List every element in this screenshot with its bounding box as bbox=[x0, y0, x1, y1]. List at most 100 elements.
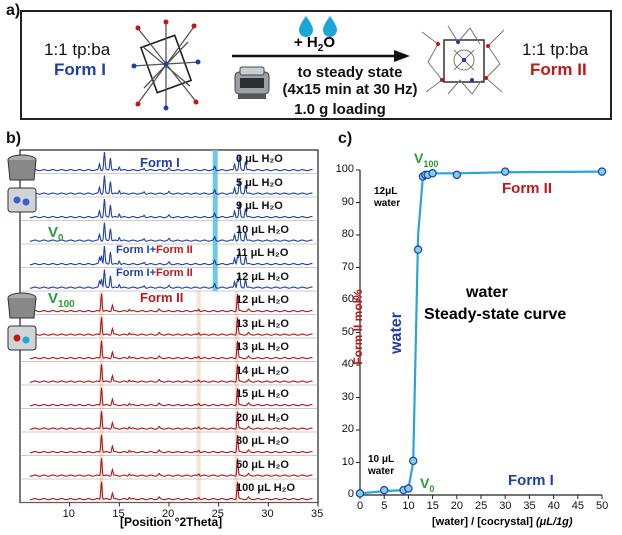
y-tick-label: 60 bbox=[341, 293, 354, 305]
highlight-band bbox=[99, 291, 104, 503]
pxrd-trace bbox=[29, 151, 313, 172]
water-vertical-label: water bbox=[387, 312, 405, 354]
x-tick-label: 35 bbox=[311, 507, 324, 520]
pxrd-trace bbox=[29, 411, 313, 430]
trace-label: 30 μL H₂O bbox=[236, 435, 289, 447]
form-ii-annotation: Form II bbox=[502, 180, 553, 197]
pxrd-trace bbox=[29, 434, 313, 454]
x-tick-label: 5 bbox=[381, 500, 388, 512]
y-tick-label: 10 bbox=[341, 455, 354, 468]
x-tick-label: 15 bbox=[426, 500, 439, 512]
arrow-condition-1: to steady state bbox=[297, 64, 403, 81]
x-tick-label: 35 bbox=[523, 500, 536, 512]
v100-label: V100 bbox=[48, 290, 75, 310]
pxrd-trace bbox=[29, 481, 313, 501]
data-point bbox=[380, 485, 389, 495]
pxrd-trace bbox=[29, 293, 313, 313]
trace-mix-label-11: Form I+Form II bbox=[116, 244, 193, 256]
trace-label: 13 μL H₂O bbox=[236, 317, 289, 330]
pxrd-trace bbox=[29, 317, 313, 336]
trace-label: 12 μL H₂O bbox=[236, 270, 289, 283]
left-ratio: 1:1 tp:ba bbox=[44, 40, 111, 59]
note-10ul: 10 μL water bbox=[368, 454, 395, 477]
pxrd-trace bbox=[29, 198, 313, 219]
y-tick-label: 80 bbox=[341, 228, 354, 240]
pxrd-trace bbox=[29, 364, 313, 383]
x-tick-label: 10 bbox=[62, 507, 75, 520]
data-point bbox=[597, 167, 607, 176]
steady-state-chart bbox=[355, 167, 607, 499]
right-ratio: 1:1 tp:ba bbox=[522, 40, 589, 59]
y-tick-label: 50 bbox=[341, 325, 354, 338]
jar-open-icon-bottom bbox=[7, 292, 37, 351]
loading-label: 1.0 g loading bbox=[294, 101, 386, 118]
form-i-crystal-image bbox=[131, 19, 201, 111]
x-tick-label: 0 bbox=[357, 500, 364, 512]
left-form-label: Form I bbox=[54, 60, 106, 79]
right-form-label: Form II bbox=[530, 60, 587, 79]
trace-label: 11 μL H₂O bbox=[236, 247, 289, 259]
pxrd-trace bbox=[29, 458, 313, 477]
trace-label: 14 μL H₂O bbox=[236, 364, 289, 377]
trace-form-ii-label: Form II bbox=[140, 290, 184, 305]
y-tick-label: 70 bbox=[341, 260, 354, 273]
arrow-top-label: + H2O bbox=[294, 34, 335, 54]
trace-label: 12 μL H₂O bbox=[236, 294, 289, 306]
y-tick-label: 90 bbox=[341, 195, 354, 208]
data-point bbox=[413, 245, 423, 254]
y-tick-label: 100 bbox=[335, 163, 354, 175]
x-tick-label: 20 bbox=[162, 507, 175, 520]
data-point bbox=[500, 167, 510, 176]
x-tick-label: 30 bbox=[499, 500, 512, 512]
trace-label: 50 μL H₂O bbox=[236, 458, 289, 471]
panel-a-label: a) bbox=[6, 2, 21, 19]
trace-label: 9 μL H₂O bbox=[236, 200, 283, 212]
trace-label: 5 μL H₂O bbox=[236, 176, 283, 189]
x-tick-label: 20 bbox=[450, 500, 464, 512]
pxrd-xlabel: [Position °2Theta] bbox=[120, 515, 223, 529]
note-12ul: 12μL water bbox=[374, 186, 401, 209]
trace-label: 100 μL H₂O bbox=[236, 482, 296, 494]
x-tick-label: 30 bbox=[261, 507, 274, 520]
trace-label: 0 μL H₂O bbox=[236, 153, 283, 165]
panel-c-label: c) bbox=[338, 130, 353, 147]
data-point bbox=[452, 170, 462, 180]
x-tick-label: 45 bbox=[571, 500, 585, 512]
form-ii-crystal-image bbox=[421, 25, 505, 95]
data-point bbox=[428, 169, 437, 178]
chart-title-line1: water bbox=[466, 284, 508, 301]
ball-mill-icon bbox=[234, 66, 270, 99]
pxrd-trace bbox=[29, 245, 313, 266]
x-tick-label: 15 bbox=[112, 507, 125, 520]
v0-annotation: V0 bbox=[420, 475, 435, 494]
pxrd-trace bbox=[29, 175, 313, 195]
trace-form-i-label: Form I bbox=[140, 155, 180, 170]
water-drops-icon bbox=[299, 16, 337, 37]
data-point bbox=[355, 489, 365, 498]
chart-xlabel: [water] / [cocrystal] (μL/1g) bbox=[432, 516, 573, 528]
trace-mix-label-12: Form I+Form II bbox=[116, 267, 193, 279]
pxrd-trace bbox=[29, 340, 313, 360]
x-tick-label: 10 bbox=[402, 500, 415, 512]
arrow-condition-2: (4x15 min at 30 Hz) bbox=[282, 81, 418, 98]
data-point bbox=[409, 456, 418, 466]
y-tick-label: 20 bbox=[341, 423, 354, 435]
form-i-annotation: Form I bbox=[508, 472, 554, 489]
trace-label: 15 μL H₂O bbox=[236, 388, 289, 400]
y-tick-label: 40 bbox=[341, 358, 354, 370]
pxrd-trace bbox=[29, 387, 313, 407]
pxrd-trace bbox=[29, 269, 313, 289]
panel-b-label: b) bbox=[6, 130, 22, 147]
trace-label: 10 μL H₂O bbox=[236, 223, 289, 236]
trace-label: 13 μL H₂O bbox=[236, 341, 289, 353]
x-tick-label: 40 bbox=[547, 500, 560, 512]
panel-a-box bbox=[20, 10, 612, 120]
x-tick-label: 25 bbox=[211, 507, 224, 520]
chart-title-line2: Steady-state curve bbox=[424, 306, 567, 323]
x-tick-label: 25 bbox=[475, 500, 488, 512]
highlight-band bbox=[196, 291, 201, 503]
reaction-arrow bbox=[232, 50, 410, 62]
data-point bbox=[404, 484, 413, 493]
y-tick-label: 30 bbox=[341, 390, 354, 403]
y-tick-label: 0 bbox=[347, 488, 354, 500]
